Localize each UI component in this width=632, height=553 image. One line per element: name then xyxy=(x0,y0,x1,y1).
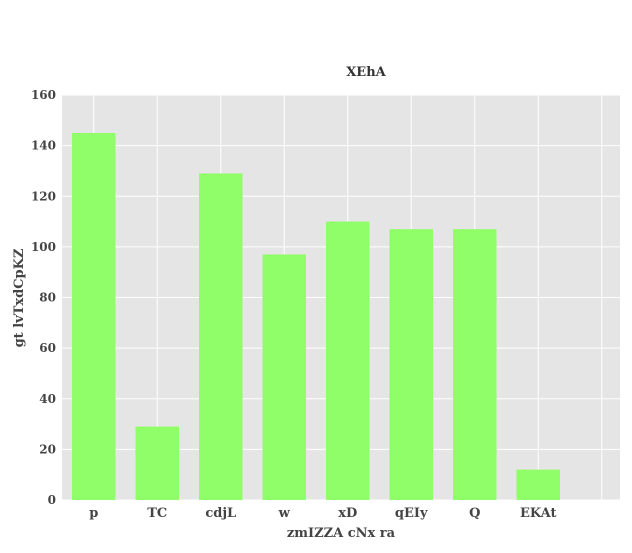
y-tick-label: 100 xyxy=(31,240,56,254)
x-tick-label: cdjL xyxy=(205,506,236,521)
x-tick-label: w xyxy=(278,506,291,521)
x-tick-label: TC xyxy=(147,506,167,521)
chart-title: XEhA xyxy=(346,65,386,80)
bar-Q xyxy=(453,229,497,500)
x-tick-label: EKAt xyxy=(520,506,557,521)
bars xyxy=(72,132,560,500)
bar-xD xyxy=(326,221,370,500)
y-tick-label: 20 xyxy=(39,442,56,456)
y-tick-label: 60 xyxy=(39,341,56,355)
y-tick-label: 120 xyxy=(31,189,56,203)
y-tick-label: 80 xyxy=(39,291,56,305)
x-axis-ticks: p TC cdjL w xD qEIy Q EKAt xyxy=(89,506,556,521)
bar-cdjL xyxy=(199,173,243,500)
x-axis-label: zmIZZA cNx ra xyxy=(287,526,396,541)
x-tick-label: xD xyxy=(338,506,357,521)
bar-TC xyxy=(135,426,179,500)
y-axis-label: gt lvTxdCpKZ xyxy=(12,248,27,347)
bar-qEIy xyxy=(389,229,433,500)
bar-EKAt xyxy=(516,469,560,500)
y-tick-label: 140 xyxy=(31,139,56,153)
bar-w xyxy=(262,254,306,500)
x-tick-label: Q xyxy=(469,506,480,521)
x-tick-label: qEIy xyxy=(395,506,428,521)
y-tick-label: 160 xyxy=(31,88,56,102)
bar-p xyxy=(72,132,116,500)
y-tick-label: 40 xyxy=(39,392,56,406)
x-tick-label: p xyxy=(89,506,98,521)
y-tick-label: 0 xyxy=(48,493,56,507)
y-axis-ticks: 0 20 40 60 80 100 120 140 160 xyxy=(31,88,56,507)
